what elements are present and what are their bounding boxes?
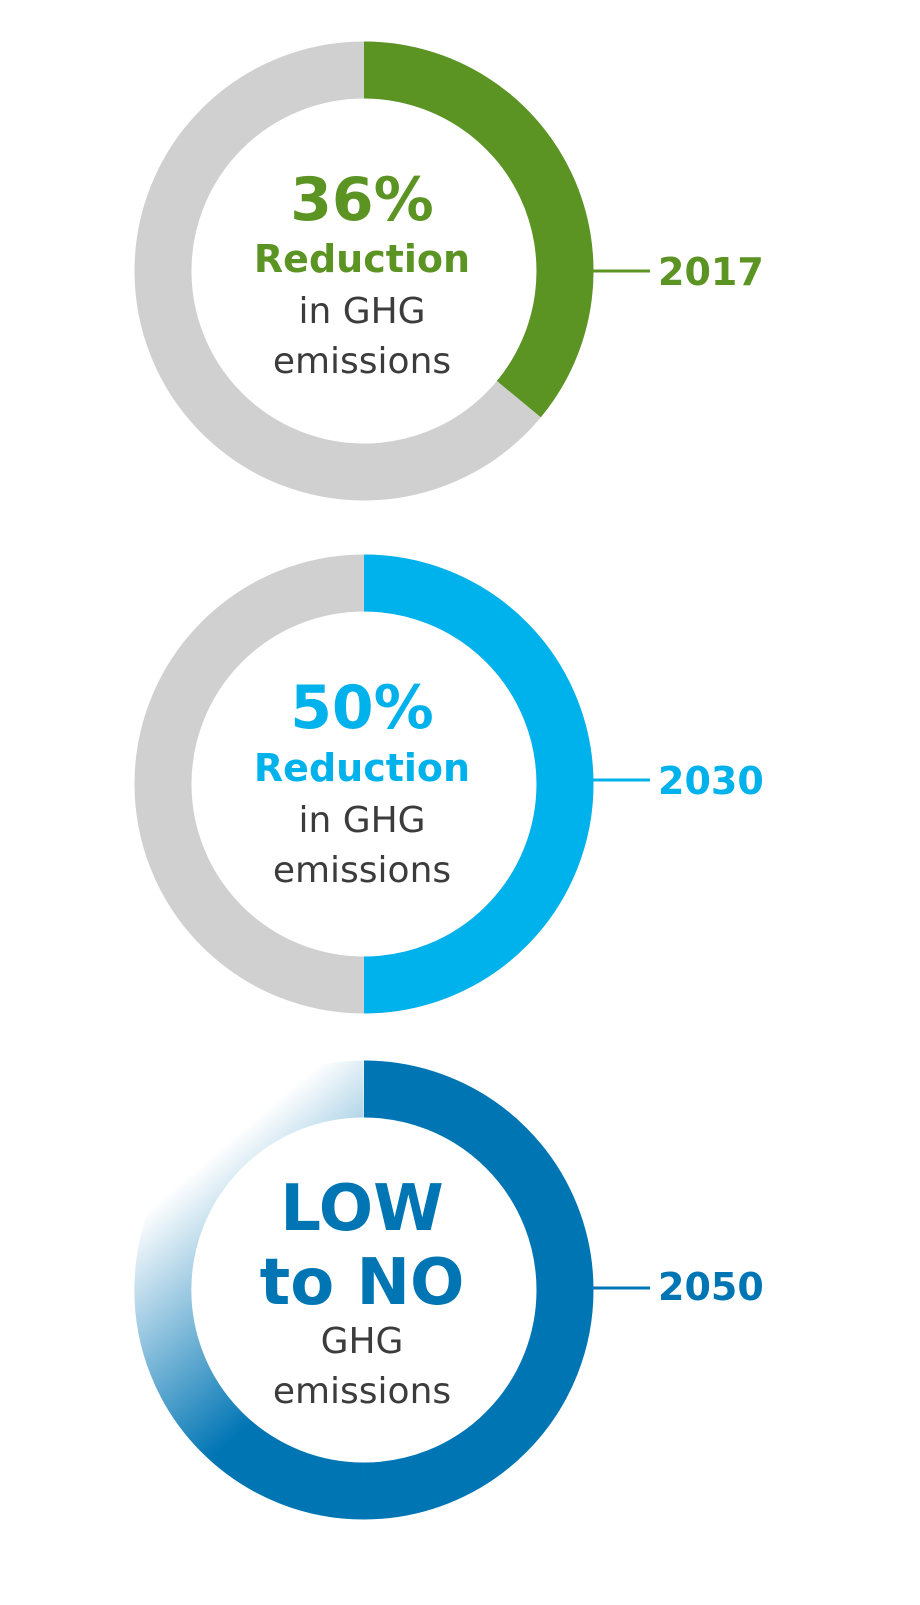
donut-2017-headline: 36% bbox=[290, 165, 434, 235]
donut-2050-subtitle: to NO bbox=[260, 1246, 465, 1320]
donut-2050-caption-line-1: GHG bbox=[321, 1321, 404, 1362]
donut-2030-headline: 50% bbox=[290, 673, 434, 743]
donut-2017-caption-line-2: emissions bbox=[273, 341, 451, 382]
donut-2050-value-arc-right bbox=[363, 1060, 594, 1520]
donut-2030-year-label: 2030 bbox=[658, 759, 764, 803]
donut-2030-value-arc bbox=[363, 554, 594, 1014]
donut-2050-value-arc-left-fade bbox=[134, 1060, 365, 1520]
donut-2017-caption-line-1: in GHG bbox=[298, 291, 425, 332]
donut-2050-headline: LOW bbox=[280, 1172, 444, 1246]
donut-2050: LOW to NO GHG emissions 2050 bbox=[134, 1060, 764, 1520]
donut-2030-caption-line-2: emissions bbox=[273, 850, 451, 891]
donut-2030-caption-line-1: in GHG bbox=[298, 800, 425, 841]
donut-2030-subtitle: Reduction bbox=[254, 746, 470, 790]
donut-2030: 50% Reduction in GHG emissions 2030 bbox=[134, 554, 764, 1014]
donut-2017: 36% Reduction in GHG emissions 2017 bbox=[134, 41, 764, 501]
donut-2050-year-label: 2050 bbox=[658, 1265, 764, 1309]
donut-2017-subtitle: Reduction bbox=[254, 237, 470, 281]
donut-2017-value-arc bbox=[363, 41, 594, 418]
donut-2050-caption-line-2: emissions bbox=[273, 1371, 451, 1412]
donut-2017-year-label: 2017 bbox=[658, 250, 764, 294]
